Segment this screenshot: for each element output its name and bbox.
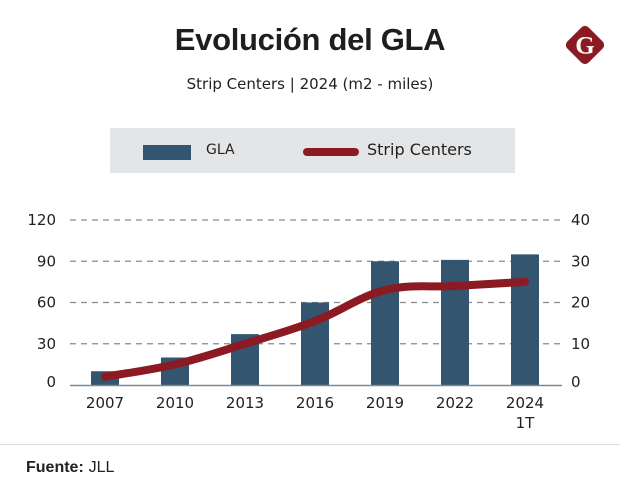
y-left-tick-label: 60 xyxy=(37,294,56,312)
chart-subtitle: Strip Centers | 2024 (m2 - miles) xyxy=(186,75,434,93)
combo-chart: 0 30 60 90 120 0 10 20 30 40 2007 2010 2013 2016 201… xyxy=(27,211,590,432)
y-right-tick-label: 0 xyxy=(571,373,581,391)
legend-bar-swatch xyxy=(143,145,191,160)
y-left-tick-label: 90 xyxy=(37,252,56,270)
y-right-tick-label: 30 xyxy=(571,252,590,270)
x-tick-label: 2019 xyxy=(366,394,404,412)
brand-logo-icon: G xyxy=(565,25,605,65)
bar-2024 xyxy=(511,254,539,385)
y-right-tick-label: 20 xyxy=(571,294,590,312)
x-tick-sublabel: 1T xyxy=(516,414,536,432)
bar-2019 xyxy=(371,261,399,385)
x-tick-label: 2007 xyxy=(86,394,124,412)
y-right-tick-label: 10 xyxy=(571,335,590,353)
legend-bar-label: GLA xyxy=(206,142,235,158)
x-tick-label: 2013 xyxy=(226,394,264,412)
y-left-tick-label: 30 xyxy=(37,335,56,353)
y-left-tick-label: 0 xyxy=(46,373,56,391)
x-tick-label: 2010 xyxy=(156,394,194,412)
source-label: Fuente: xyxy=(26,459,84,476)
line-series xyxy=(101,277,529,381)
chart-title: Evolución del GLA xyxy=(174,22,446,57)
y-right-tick-label: 40 xyxy=(571,211,590,229)
x-tick-label: 2016 xyxy=(296,394,334,412)
legend-line-label: Strip Centers xyxy=(367,140,472,159)
y-left-tick-label: 120 xyxy=(27,211,56,229)
logo-letter: G xyxy=(575,33,594,60)
bar-2022 xyxy=(441,259,469,385)
legend-line-swatch xyxy=(303,148,359,156)
footer-divider xyxy=(0,444,620,445)
source-value: JLL xyxy=(88,459,115,476)
source-note: Fuente: JLL xyxy=(26,458,114,477)
y-axis-right: 0 10 20 30 40 xyxy=(571,211,590,391)
x-tick-label: 2024 xyxy=(506,394,544,412)
chart-legend: GLA Strip Centers xyxy=(110,128,515,173)
x-axis-labels: 2007 2010 2013 2016 2019 2022 2024 1T xyxy=(86,394,544,432)
x-tick-label: 2022 xyxy=(436,394,474,412)
y-axis-left: 0 30 60 90 120 xyxy=(27,211,56,391)
